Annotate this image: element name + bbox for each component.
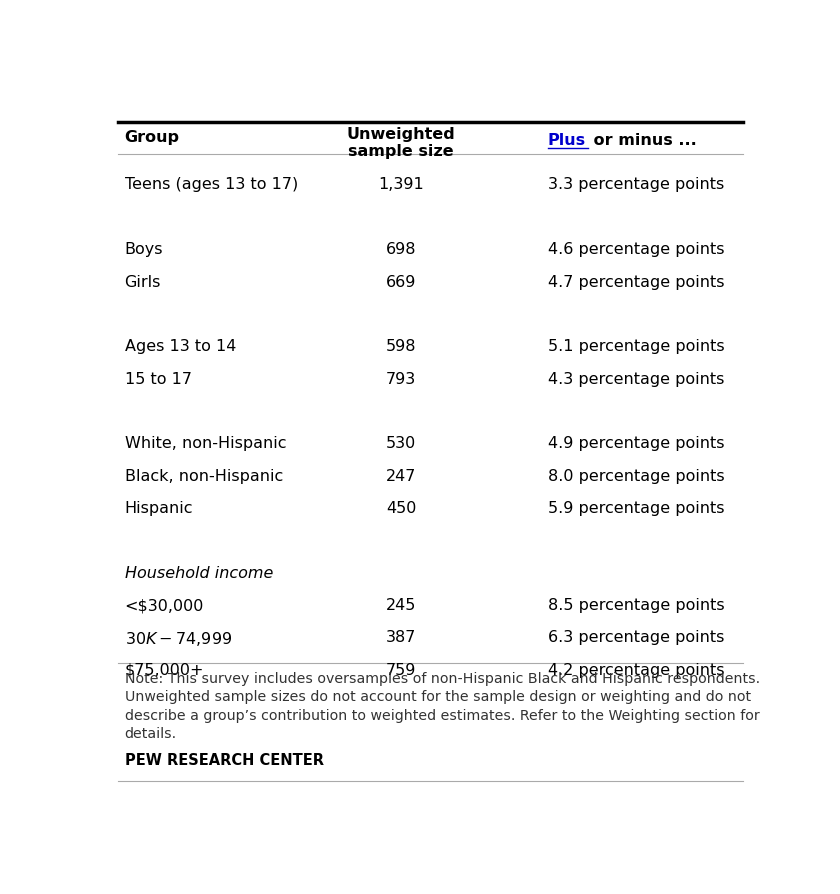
Text: $30K - $74,999: $30K - $74,999 [124,630,232,648]
Text: 450: 450 [386,501,417,516]
Text: Plus: Plus [548,132,585,148]
Text: Teens (ages 13 to 17): Teens (ages 13 to 17) [124,178,297,192]
Text: 1,391: 1,391 [378,178,424,192]
Text: Hispanic: Hispanic [124,501,193,516]
Text: 598: 598 [386,339,417,354]
Text: 698: 698 [386,242,417,257]
Text: White, non-Hispanic: White, non-Hispanic [124,436,286,451]
Text: 530: 530 [386,436,417,451]
Text: 4.3 percentage points: 4.3 percentage points [548,372,724,386]
Text: 6.3 percentage points: 6.3 percentage points [548,630,724,645]
Text: Household income: Household income [124,566,273,581]
Text: 4.6 percentage points: 4.6 percentage points [548,242,724,257]
Text: 8.5 percentage points: 8.5 percentage points [548,598,724,613]
Text: 4.2 percentage points: 4.2 percentage points [548,662,724,678]
Text: Boys: Boys [124,242,163,257]
Text: Note: This survey includes oversamples of non-Hispanic Black and Hispanic respon: Note: This survey includes oversamples o… [124,671,759,741]
Text: <$30,000: <$30,000 [124,598,204,613]
Text: Unweighted
sample size: Unweighted sample size [347,127,455,159]
Text: 669: 669 [386,274,417,290]
Text: 4.9 percentage points: 4.9 percentage points [548,436,724,451]
Text: Girls: Girls [124,274,161,290]
Text: Ages 13 to 14: Ages 13 to 14 [124,339,236,354]
Text: 759: 759 [386,662,417,678]
Text: 5.9 percentage points: 5.9 percentage points [548,501,724,516]
Text: 247: 247 [386,468,417,484]
Text: or minus ...: or minus ... [588,132,697,148]
Text: $75,000+: $75,000+ [124,662,204,678]
Text: 245: 245 [386,598,417,613]
Text: 5.1 percentage points: 5.1 percentage points [548,339,724,354]
Text: 15 to 17: 15 to 17 [124,372,192,386]
Text: 387: 387 [386,630,417,645]
Text: 3.3 percentage points: 3.3 percentage points [548,178,724,192]
Text: PEW RESEARCH CENTER: PEW RESEARCH CENTER [124,753,323,768]
Text: 4.7 percentage points: 4.7 percentage points [548,274,724,290]
Text: Black, non-Hispanic: Black, non-Hispanic [124,468,283,484]
Text: 793: 793 [386,372,417,386]
Text: 8.0 percentage points: 8.0 percentage points [548,468,724,484]
Text: Group: Group [124,130,180,145]
